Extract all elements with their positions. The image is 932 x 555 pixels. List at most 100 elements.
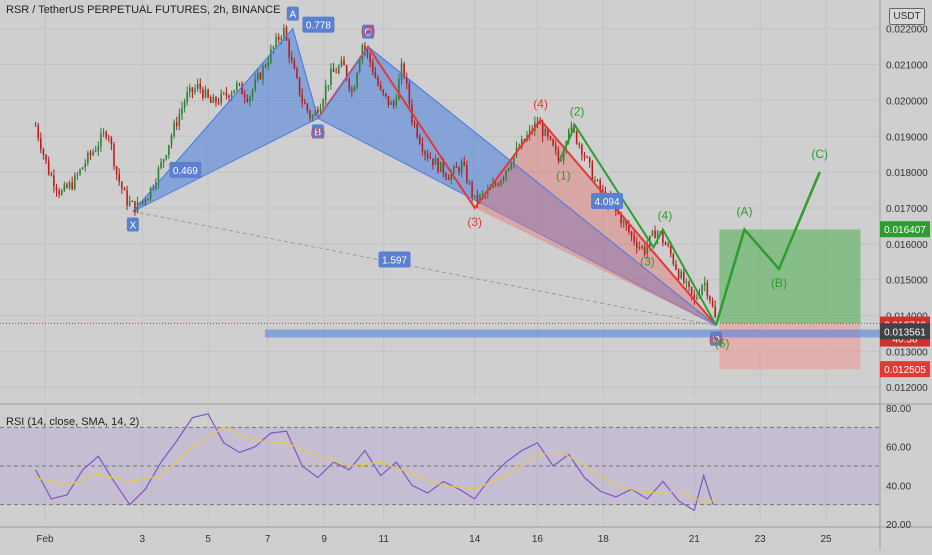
candle-body — [160, 162, 162, 168]
candle-body — [709, 296, 711, 301]
wave-label-red: (4) — [533, 97, 548, 111]
x-tick-label: 14 — [469, 534, 481, 545]
candle-body — [126, 190, 128, 206]
candle-body — [364, 45, 366, 51]
candle-body — [304, 102, 306, 104]
candle-body — [100, 133, 102, 147]
wave-label-projection: (B) — [771, 276, 787, 290]
candle-body — [37, 125, 39, 139]
candle-body — [330, 68, 332, 86]
wave-label-red: (1) — [311, 125, 326, 139]
candle-body — [202, 88, 204, 98]
candle-body — [241, 83, 243, 95]
candle-body — [275, 36, 277, 47]
candle-body — [371, 62, 374, 73]
candle-body — [583, 154, 586, 157]
candle-body — [672, 254, 675, 264]
candle-body — [228, 95, 230, 98]
candle-body — [220, 93, 222, 104]
candle-body — [544, 129, 547, 136]
rsi-y-tick-label: 20.00 — [886, 520, 911, 531]
wave-label-green: (2) — [570, 104, 585, 118]
candle-body — [181, 108, 183, 115]
candle-body — [283, 27, 285, 38]
candle-body — [675, 263, 677, 270]
candle-body — [94, 150, 97, 152]
y-tick-label: 0.019000 — [886, 132, 928, 143]
rsi-line — [35, 413, 714, 512]
candle-body — [539, 123, 541, 125]
ratio-badge — [378, 251, 411, 268]
candle-body — [552, 139, 554, 146]
candle-body — [309, 110, 311, 118]
candle-body — [547, 129, 549, 137]
ratio-label: 0.778 — [306, 21, 331, 32]
y-tick-label: 0.021000 — [886, 61, 928, 72]
wave-label-red: (2) — [361, 24, 376, 38]
candle-body — [646, 245, 649, 255]
candle-body — [110, 137, 113, 145]
candle-body — [568, 130, 570, 142]
candle-body — [113, 144, 115, 167]
candle-body — [290, 57, 293, 61]
candle-body — [664, 242, 667, 245]
candle-body — [170, 135, 173, 145]
candle-body — [84, 163, 87, 168]
candle-body — [594, 180, 596, 182]
candle-body — [123, 188, 126, 191]
candle-body — [455, 166, 458, 168]
price-tag — [880, 361, 930, 378]
candle-body — [335, 71, 337, 73]
x-tick-label: 5 — [205, 534, 211, 545]
candle-body — [285, 27, 288, 41]
ratio-label: 0.469 — [173, 166, 198, 177]
candle-body — [570, 124, 573, 131]
wave-label-green: (3) — [640, 254, 655, 268]
harmonic-point-badge — [311, 124, 324, 139]
candle-body — [413, 122, 416, 124]
candle-body — [633, 235, 635, 243]
candle-body — [408, 83, 411, 105]
candle-body — [424, 151, 426, 155]
candle-body — [288, 40, 290, 58]
candle-body — [293, 60, 296, 69]
candle-body — [651, 230, 654, 236]
candle-body — [173, 122, 175, 136]
price-tag-label: 0.012505 — [884, 365, 926, 376]
candle-body — [463, 162, 466, 166]
candle-body — [643, 247, 646, 255]
harmonic-point-badge — [362, 24, 375, 39]
candle-body — [447, 177, 450, 180]
candle-body — [311, 115, 314, 118]
candle-body — [601, 189, 604, 192]
candle-body — [34, 125, 37, 127]
candle-body — [71, 182, 73, 190]
currency-selector-button[interactable]: USDT — [889, 8, 925, 25]
candle-body — [476, 195, 479, 202]
candle-body — [554, 145, 557, 151]
candle-body — [588, 157, 591, 163]
candle-body — [497, 184, 500, 186]
candle-body — [259, 73, 262, 79]
wave-label-green: (5) — [715, 337, 730, 351]
candle-body — [481, 193, 484, 195]
candle-body — [562, 150, 565, 161]
x-tick-label: 25 — [820, 534, 832, 545]
candle-body — [256, 73, 259, 80]
harmonic-guide-xd — [132, 211, 717, 327]
candle-body — [494, 183, 497, 185]
candle-body — [667, 244, 669, 246]
candle-body — [47, 160, 50, 175]
candle-body — [74, 175, 76, 190]
candle-body — [453, 166, 455, 174]
candle-body — [162, 159, 165, 163]
candle-body — [528, 129, 531, 136]
wave-line-projection — [715, 171, 821, 325]
candle-body — [510, 164, 513, 169]
candle-body — [374, 72, 377, 78]
candle-body — [149, 187, 152, 199]
candle-body — [442, 161, 445, 174]
candle-body — [714, 306, 716, 318]
candle-body — [215, 97, 217, 103]
